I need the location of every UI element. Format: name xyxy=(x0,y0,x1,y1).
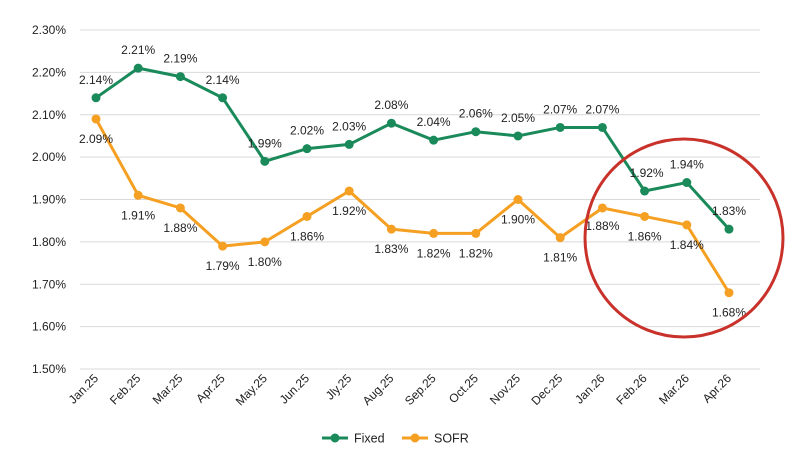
data-point-fixed xyxy=(640,186,650,196)
data-point-fixed xyxy=(386,118,396,128)
data-label-fixed: 2.03% xyxy=(332,119,366,133)
data-label-fixed: 2.04% xyxy=(417,115,451,129)
data-label-sofr: 1.80% xyxy=(248,255,282,269)
x-tick-label: Apr.25 xyxy=(193,371,228,406)
data-label-fixed: 2.07% xyxy=(585,102,619,116)
legend-label-sofr: SOFR xyxy=(434,432,469,446)
highlight-circle xyxy=(583,137,785,339)
x-tick-label: Mar.25 xyxy=(150,371,186,407)
data-point-sofr xyxy=(133,190,143,200)
x-tick-label: May.25 xyxy=(233,371,270,408)
data-point-fixed xyxy=(682,178,692,188)
x-tick-label: Aug.25 xyxy=(360,371,397,408)
legend-label-fixed: Fixed xyxy=(354,432,385,446)
data-label-sofr: 1.92% xyxy=(332,204,366,218)
data-label-sofr: 1.88% xyxy=(585,219,619,233)
x-tick-label: Dec.25 xyxy=(529,371,566,408)
x-tick-label: Feb.26 xyxy=(613,371,650,408)
data-label-sofr: 2.09% xyxy=(79,132,113,146)
data-point-fixed xyxy=(429,135,439,145)
y-tick-label: 1.60% xyxy=(32,320,66,334)
data-point-fixed xyxy=(724,224,734,234)
data-label-fixed: 2.07% xyxy=(543,102,577,116)
data-point-fixed xyxy=(175,72,185,82)
series-line-fixed xyxy=(95,66,731,231)
data-point-sofr xyxy=(513,195,523,204)
y-tick-label: 2.30% xyxy=(32,23,66,37)
x-tick-label: Jan.26 xyxy=(572,371,608,407)
x-tick-label: Jan.25 xyxy=(66,371,102,407)
data-label-fixed: 2.14% xyxy=(79,73,113,87)
data-point-sofr xyxy=(91,114,101,124)
data-label-sofr: 1.83% xyxy=(374,242,408,256)
data-point-fixed xyxy=(218,93,228,103)
data-point-fixed xyxy=(555,122,565,132)
y-tick-label: 1.50% xyxy=(32,362,66,376)
data-point-sofr xyxy=(724,288,734,298)
y-tick-label: 2.20% xyxy=(32,65,66,79)
data-point-sofr xyxy=(682,220,692,230)
data-label-sofr: 1.84% xyxy=(670,238,704,252)
data-point-fixed xyxy=(597,122,607,132)
x-tick-label: Oct.25 xyxy=(446,371,481,406)
data-label-sofr: 1.82% xyxy=(417,246,451,260)
x-tick-label: Jly.25 xyxy=(323,371,355,403)
y-tick-label: 2.10% xyxy=(32,108,66,122)
data-label-fixed: 2.08% xyxy=(374,98,408,112)
data-point-fixed xyxy=(471,127,481,137)
data-point-sofr xyxy=(302,211,312,221)
data-label-fixed: 1.94% xyxy=(670,158,704,172)
data-label-fixed: 2.14% xyxy=(206,73,240,87)
data-label-fixed: 2.05% xyxy=(501,111,535,125)
x-tick-label: Sep.25 xyxy=(402,371,439,408)
data-label-fixed: 1.92% xyxy=(630,166,664,180)
data-label-sofr: 1.90% xyxy=(501,213,535,227)
data-point-fixed xyxy=(302,144,312,154)
data-label-fixed: 2.06% xyxy=(459,107,493,121)
legend-marker-fixed xyxy=(330,433,340,443)
x-tick-label: Nov.25 xyxy=(487,371,523,407)
x-tick-label: Mar.26 xyxy=(656,371,692,407)
x-tick-label: Jun.25 xyxy=(277,371,313,407)
data-point-sofr xyxy=(640,211,650,221)
data-point-sofr xyxy=(218,241,228,251)
data-label-sofr: 1.79% xyxy=(206,259,240,273)
data-label-fixed: 2.19% xyxy=(163,52,197,66)
data-point-fixed xyxy=(133,63,143,73)
data-label-sofr: 1.91% xyxy=(121,208,155,222)
data-label-sofr: 1.82% xyxy=(459,246,493,260)
x-tick-label: Apr.26 xyxy=(700,371,735,406)
y-tick-label: 2.00% xyxy=(32,150,66,164)
data-point-sofr xyxy=(260,237,270,247)
data-label-sofr: 1.86% xyxy=(628,229,662,243)
data-point-sofr xyxy=(555,233,565,243)
data-point-sofr xyxy=(471,228,481,238)
y-tick-label: 1.80% xyxy=(32,235,66,249)
data-point-sofr xyxy=(175,203,185,213)
x-tick-label: Feb.25 xyxy=(107,371,144,408)
data-label-fixed: 2.21% xyxy=(121,43,155,57)
data-point-sofr xyxy=(344,186,354,196)
series-line-sofr xyxy=(94,118,731,294)
data-point-fixed xyxy=(344,139,354,149)
y-tick-label: 1.90% xyxy=(32,193,66,207)
data-label-fixed: 2.02% xyxy=(290,124,324,138)
data-label-sofr: 1.68% xyxy=(712,306,746,320)
data-point-fixed xyxy=(260,156,270,166)
data-label-sofr: 1.88% xyxy=(163,221,197,235)
data-point-sofr xyxy=(597,203,607,213)
y-tick-label: 1.70% xyxy=(32,277,66,291)
data-point-fixed xyxy=(91,93,101,103)
data-label-fixed: 1.83% xyxy=(712,204,746,218)
data-label-sofr: 1.86% xyxy=(290,229,324,243)
data-point-fixed xyxy=(513,131,523,141)
data-label-sofr: 1.81% xyxy=(543,251,577,265)
data-point-sofr xyxy=(429,228,439,238)
data-point-sofr xyxy=(386,224,396,234)
data-label-fixed: 1.99% xyxy=(248,136,282,150)
legend-marker-sofr xyxy=(410,433,420,443)
